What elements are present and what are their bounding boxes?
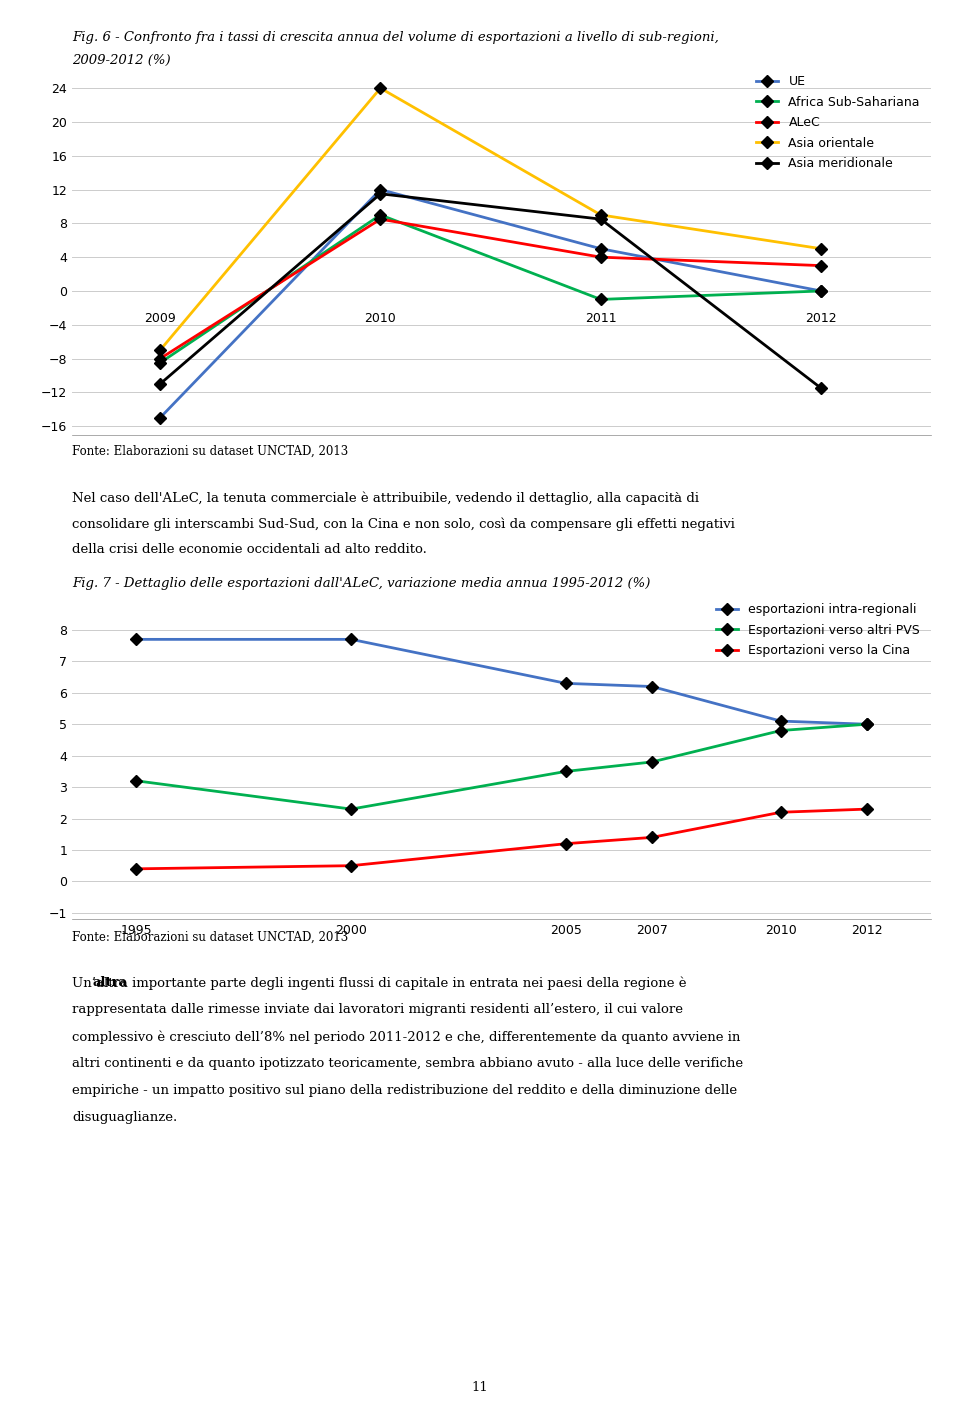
- Asia meridionale: [374, 185, 386, 202]
- Esportazioni verso la Cina: [131, 861, 142, 878]
- Text: disuguaglianze.: disuguaglianze.: [72, 1112, 178, 1124]
- Text: 11: 11: [471, 1381, 489, 1394]
- Text: altri continenti e da quanto ipotizzato teoricamente, sembra abbiano avuto - all: altri continenti e da quanto ipotizzato …: [72, 1057, 743, 1070]
- Text: Fonte: Elaborazioni su dataset UNCTAD, 2013: Fonte: Elaborazioni su dataset UNCTAD, 2…: [72, 445, 348, 457]
- Line: Africa Sub-Sahariana: Africa Sub-Sahariana: [156, 211, 826, 368]
- Esportazioni verso la Cina: [861, 801, 873, 818]
- Esportazioni verso la Cina: [346, 858, 357, 875]
- Esportazioni verso la Cina: [561, 835, 572, 852]
- Africa Sub-Sahariana: [374, 207, 386, 224]
- Text: 2009: 2009: [144, 312, 176, 325]
- Text: empiriche - un impatto positivo sul piano della redistribuzione del reddito e de: empiriche - un impatto positivo sul pian…: [72, 1084, 737, 1097]
- Text: 2005: 2005: [550, 923, 582, 936]
- UE: [815, 282, 827, 299]
- Text: 2011: 2011: [585, 312, 616, 325]
- Esportazioni verso altri PVS: [861, 715, 873, 732]
- Line: esportazioni intra-regionali: esportazioni intra-regionali: [132, 636, 871, 728]
- Line: Esportazioni verso la Cina: Esportazioni verso la Cina: [132, 805, 871, 874]
- Text: 2012: 2012: [805, 312, 837, 325]
- Text: altra: altra: [92, 976, 127, 989]
- Legend: esportazioni intra-regionali, Esportazioni verso altri PVS, Esportazioni verso l: esportazioni intra-regionali, Esportazio…: [710, 598, 924, 663]
- Esportazioni verso altri PVS: [775, 722, 786, 740]
- Line: Asia orientale: Asia orientale: [156, 84, 826, 355]
- Asia orientale: [374, 80, 386, 97]
- Text: 2010: 2010: [365, 312, 396, 325]
- Asia orientale: [155, 342, 166, 359]
- Asia orientale: [595, 207, 607, 224]
- esportazioni intra-regionali: [775, 712, 786, 730]
- Asia meridionale: [155, 375, 166, 392]
- Esportazioni verso altri PVS: [561, 762, 572, 779]
- Africa Sub-Sahariana: [595, 291, 607, 308]
- Text: della crisi delle economie occidentali ad alto reddito.: della crisi delle economie occidentali a…: [72, 543, 427, 556]
- ALeC: [374, 211, 386, 228]
- Text: Nel caso dell'ALeC, la tenuta commerciale è attribuibile, vedendo il dettaglio, : Nel caso dell'ALeC, la tenuta commercial…: [72, 492, 699, 504]
- Asia meridionale: [815, 379, 827, 396]
- Text: Fig. 7 - Dettaglio delle esportazioni dall'ALeC, variazione media annua 1995-201: Fig. 7 - Dettaglio delle esportazioni da…: [72, 577, 650, 590]
- Esportazioni verso la Cina: [775, 804, 786, 821]
- Esportazioni verso altri PVS: [346, 801, 357, 818]
- UE: [374, 181, 386, 198]
- ALeC: [155, 351, 166, 368]
- esportazioni intra-regionali: [861, 715, 873, 732]
- esportazioni intra-regionali: [346, 631, 357, 648]
- UE: [595, 241, 607, 258]
- esportazioni intra-regionali: [646, 678, 658, 695]
- ALeC: [595, 248, 607, 265]
- Text: Fonte: Elaborazioni su dataset UNCTAD, 2013: Fonte: Elaborazioni su dataset UNCTAD, 2…: [72, 931, 348, 943]
- UE: [155, 409, 166, 426]
- Text: 1995: 1995: [121, 923, 153, 936]
- ALeC: [815, 256, 827, 274]
- Esportazioni verso la Cina: [646, 829, 658, 846]
- Line: Asia meridionale: Asia meridionale: [156, 190, 826, 392]
- Esportazioni verso altri PVS: [646, 754, 658, 771]
- Text: consolidare gli interscambi Sud-Sud, con la Cina e non solo, così da compensare : consolidare gli interscambi Sud-Sud, con…: [72, 517, 734, 530]
- Asia meridionale: [595, 211, 607, 228]
- Text: Un’altra importante parte degli ingenti flussi di capitale in entrata nei paesi : Un’altra importante parte degli ingenti …: [72, 976, 686, 989]
- esportazioni intra-regionali: [561, 675, 572, 693]
- Africa Sub-Sahariana: [155, 355, 166, 372]
- Line: Esportazioni verso altri PVS: Esportazioni verso altri PVS: [132, 720, 871, 814]
- Asia orientale: [815, 241, 827, 258]
- Text: 2000: 2000: [335, 923, 367, 936]
- Esportazioni verso altri PVS: [131, 772, 142, 789]
- Text: complessivo è cresciuto dell’8% nel periodo 2011-2012 e che, differentemente da : complessivo è cresciuto dell’8% nel peri…: [72, 1030, 740, 1043]
- Legend: UE, Africa Sub-Sahariana, ALeC, Asia orientale, Asia meridionale: UE, Africa Sub-Sahariana, ALeC, Asia ori…: [751, 70, 924, 175]
- Text: 2010: 2010: [765, 923, 797, 936]
- Africa Sub-Sahariana: [815, 282, 827, 299]
- Text: 2012: 2012: [851, 923, 882, 936]
- Text: 2009-2012 (%): 2009-2012 (%): [72, 54, 171, 67]
- Text: 2007: 2007: [636, 923, 668, 936]
- esportazioni intra-regionali: [131, 631, 142, 648]
- Line: UE: UE: [156, 185, 826, 422]
- Text: Fig. 6 - Confronto fra i tassi di crescita annua del volume di esportazioni a li: Fig. 6 - Confronto fra i tassi di cresci…: [72, 31, 719, 44]
- Line: ALeC: ALeC: [156, 215, 826, 363]
- Text: rappresentata dalle rimesse inviate dai lavoratori migranti residenti all’estero: rappresentata dalle rimesse inviate dai …: [72, 1003, 683, 1016]
